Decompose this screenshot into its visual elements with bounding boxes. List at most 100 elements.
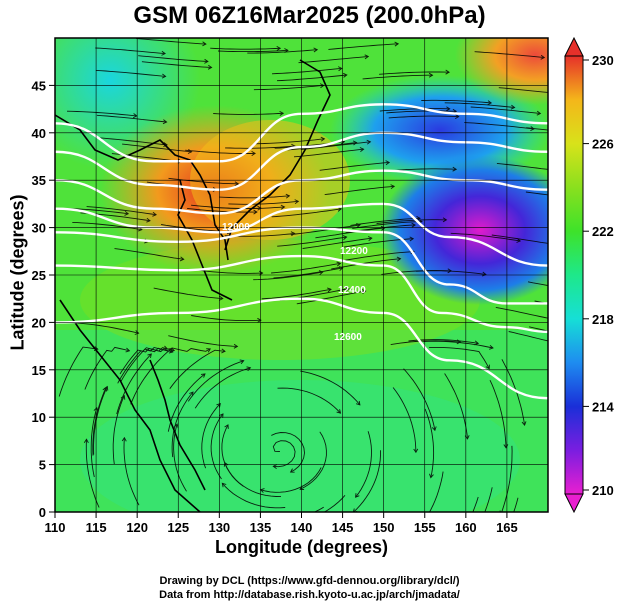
streamline [277,387,341,414]
streamline-arrow [396,256,402,262]
streamline-arrow [216,402,221,408]
streamline [386,110,457,114]
streamline [392,387,417,453]
streamline [276,74,347,82]
streamline-arrow [294,199,300,205]
streamline [153,287,223,300]
streamline [201,403,221,469]
streamline [429,346,490,369]
streamline-arrow [251,151,256,156]
x-tick-label: 110 [45,520,66,535]
streamline [210,413,224,480]
streamline-arrow [454,114,460,119]
streamline-arrow [162,119,168,125]
streamline [527,281,548,287]
streamline-arrow [352,140,358,146]
streamline [403,368,436,431]
streamline-arrow [592,132,596,136]
streamline-arrow [132,113,138,119]
credit-data: Data from http://database.rish.kyoto-u.a… [159,589,460,601]
colorbar-tick-label: 210 [592,483,614,498]
streamline [187,360,244,402]
streamline-arrow [253,209,258,215]
streamline-arrow [361,289,367,294]
x-tick-label: 150 [373,520,395,535]
streamline-arrow [530,126,535,132]
x-tick-label: 130 [208,520,230,535]
streamline [69,322,139,334]
streamline-arrow [206,348,211,353]
streamline-arrow [516,238,522,243]
streamline [296,290,366,305]
streamline-arrow [385,160,391,166]
streamline [489,380,507,448]
x-tick-label: 155 [414,520,436,535]
streamline [167,373,206,432]
streamline-arrow [207,64,213,70]
streamline-arrow [416,216,421,221]
height-contour [55,226,548,305]
streamline-arrow [279,111,285,116]
streamline-arrow [592,197,596,201]
streamline [429,471,444,512]
y-tick-label: 10 [32,410,46,425]
streamline-arrow [452,166,458,172]
streamline [302,237,372,249]
streamline [213,112,284,115]
streamline [97,137,168,146]
streamline [495,306,548,319]
streamline [498,87,548,93]
streamline-arrow [540,54,546,60]
streamline-arrow [280,204,286,210]
streamline-arrow [202,41,207,47]
streamline [120,347,173,382]
streamline [194,367,251,409]
streamline [90,407,98,478]
streamline [300,141,371,150]
streamline-arrow [219,413,224,418]
streamline-arrow [313,47,319,53]
streamline-arrow [239,359,245,365]
temperature-field [55,38,548,512]
streamline [376,219,447,224]
contour-label-12200: 12200 [340,246,368,257]
streamline-arrow [343,72,348,78]
streamline [352,221,422,229]
streamline-arrow [124,210,130,216]
streamline-arrow [557,243,561,247]
contour-label-12400: 12400 [338,285,366,296]
streamline-arrow [521,421,527,426]
streamline-arrow [173,423,179,429]
streamline [114,248,184,260]
streamline-arrow [125,347,131,353]
streamline-arrow [204,58,209,64]
streamline-arrow [152,211,157,217]
streamline-arrow [285,193,291,199]
streamline [472,496,479,512]
streamline [273,267,343,279]
streamline-arrow [482,271,487,277]
streamline-arrow [409,236,415,242]
streamline [168,335,238,347]
streamline [210,47,281,50]
streamline [379,108,450,112]
streamline-arrow [431,426,437,432]
streamline [253,84,324,91]
streamline-arrow [594,290,598,294]
streamline-arrow [446,106,451,112]
streamline [92,387,107,456]
streamline-arrow [224,424,229,429]
x-tick-label: 145 [332,520,354,535]
streamline-arrow [283,522,287,526]
streamline-arrow [146,217,151,223]
streamline [416,270,486,275]
streamline-arrow [290,231,296,237]
streamline [191,315,261,322]
streamline-arrow [413,448,419,454]
streamline-arrow [276,46,282,51]
streamline [260,467,322,493]
streamline-arrow [170,347,176,353]
streamline-arrow [147,353,152,358]
streamline [277,236,347,247]
